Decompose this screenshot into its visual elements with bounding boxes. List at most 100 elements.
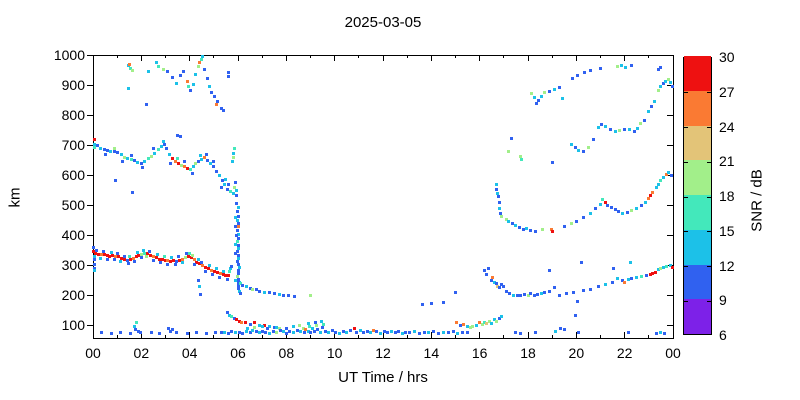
x-tick-label: 20	[568, 345, 585, 361]
data-point	[99, 253, 103, 257]
data-point	[146, 157, 150, 161]
y-tick-left	[87, 144, 93, 146]
colorbar-tick	[707, 127, 711, 128]
data-point	[190, 172, 194, 176]
data-point	[330, 329, 334, 333]
x-minor-tick	[503, 335, 505, 338]
data-point	[230, 265, 234, 269]
data-point	[223, 183, 227, 187]
data-point	[139, 256, 143, 260]
data-point	[498, 206, 502, 210]
data-point	[649, 193, 653, 197]
data-point	[151, 146, 155, 150]
data-point	[227, 74, 231, 78]
data-point	[571, 76, 575, 80]
x-tick-label: 10	[326, 345, 343, 361]
data-point	[554, 330, 558, 334]
data-point	[106, 257, 109, 261]
data-point	[618, 128, 622, 132]
data-point	[640, 275, 644, 279]
data-point	[136, 160, 140, 164]
data-point	[225, 277, 229, 281]
data-point	[267, 325, 271, 329]
data-point	[166, 326, 170, 330]
x-tick-label: 00	[85, 345, 101, 361]
data-point	[629, 260, 633, 264]
data-point	[670, 266, 674, 270]
data-point	[375, 330, 379, 334]
x-minor-tick	[116, 335, 118, 338]
data-point	[668, 264, 672, 268]
data-point	[624, 66, 628, 70]
x-minor-tick	[310, 335, 311, 338]
colorbar-tick	[707, 161, 711, 163]
plot-area	[93, 55, 674, 339]
data-point	[113, 258, 117, 262]
data-point	[98, 256, 102, 260]
data-point	[234, 181, 238, 185]
colorbar-segment	[684, 229, 711, 265]
data-point	[521, 228, 525, 232]
data-point	[537, 99, 541, 103]
data-point	[106, 148, 109, 152]
data-point	[229, 267, 233, 271]
x-major-tick-top	[575, 55, 577, 61]
data-point	[235, 202, 239, 206]
colorbar-segment	[684, 194, 711, 230]
data-point	[267, 291, 271, 295]
x-tick-label: 06	[230, 345, 246, 361]
data-point	[197, 160, 201, 164]
data-point	[102, 253, 106, 257]
data-point	[304, 328, 308, 332]
x-tick-label: 16	[471, 345, 488, 361]
data-point	[487, 319, 491, 323]
data-point	[422, 330, 426, 334]
data-point	[589, 288, 593, 292]
x-minor-tick-top	[503, 55, 505, 58]
data-point	[507, 150, 511, 154]
data-point	[287, 294, 291, 298]
data-point	[226, 71, 230, 75]
data-point	[185, 331, 189, 335]
x-major-tick-top	[624, 55, 626, 61]
data-point	[272, 292, 276, 296]
data-point	[236, 268, 240, 272]
data-point	[669, 81, 673, 85]
data-point	[182, 69, 186, 73]
y-tick-label: 800	[61, 107, 85, 124]
data-point	[132, 325, 136, 329]
colorbar-tick	[707, 196, 711, 198]
data-point	[204, 265, 208, 269]
data-point	[233, 251, 237, 255]
x-major-tick-top	[527, 55, 529, 61]
data-point	[162, 142, 166, 146]
y-tick-right	[667, 114, 673, 116]
data-point	[543, 91, 547, 95]
data-point	[153, 151, 157, 155]
data-point	[169, 259, 173, 263]
data-point	[543, 291, 547, 295]
data-point	[647, 196, 651, 200]
x-major-tick	[237, 332, 239, 338]
data-point	[248, 331, 252, 335]
data-point	[169, 329, 173, 333]
data-point	[519, 293, 523, 297]
data-point	[194, 162, 198, 166]
data-point	[485, 273, 489, 277]
colorbar-segment	[684, 55, 711, 91]
data-point	[214, 169, 218, 173]
data-point	[533, 331, 537, 335]
data-point	[163, 258, 167, 262]
x-minor-tick	[600, 335, 601, 338]
data-point	[232, 151, 236, 155]
data-point	[174, 81, 178, 85]
data-point	[219, 107, 223, 111]
data-point	[603, 283, 607, 287]
data-point	[474, 323, 478, 327]
x-major-tick-top	[672, 55, 674, 61]
data-point	[630, 209, 634, 213]
data-point	[267, 331, 271, 335]
colorbar-tick	[684, 127, 688, 128]
data-point	[648, 273, 652, 277]
